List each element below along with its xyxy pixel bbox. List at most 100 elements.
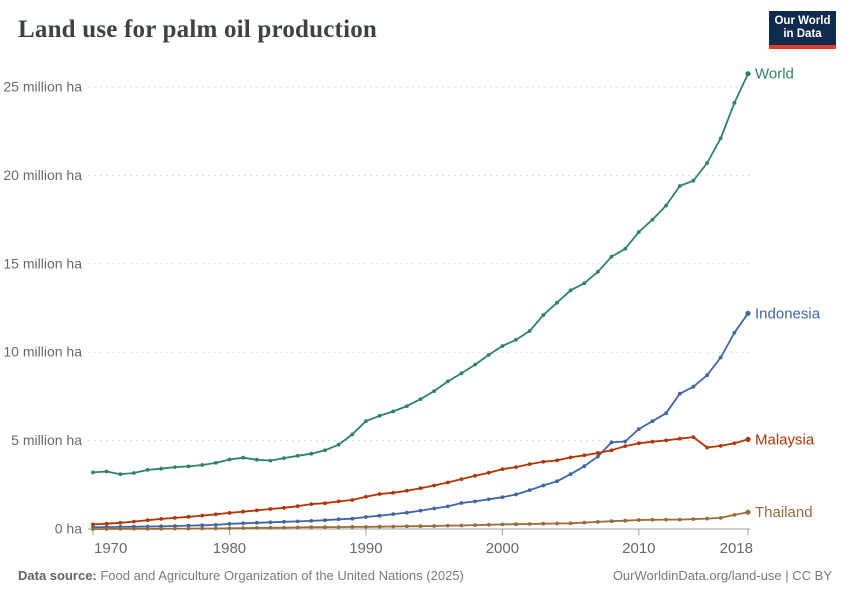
series-point-malaysia-1971: [104, 521, 109, 526]
series-point-indonesia-2004: [555, 479, 559, 484]
series-point-indonesia-1989: [350, 516, 355, 521]
series-point-malaysia-2005: [568, 455, 573, 460]
series-point-malaysia-2000: [500, 467, 505, 472]
series-point-world-1981: [241, 455, 246, 460]
series-point-world-1994: [418, 397, 423, 401]
series-point-malaysia-1992: [391, 490, 396, 495]
series-point-malaysia-2004: [555, 458, 559, 463]
series-point-thailand-2015: [705, 516, 709, 521]
series-point-world-1974: [145, 468, 150, 472]
series-point-malaysia-1970: [91, 522, 95, 527]
series-point-world-1983: [268, 458, 273, 463]
series-point-thailand-1987: [323, 525, 327, 530]
footer-links: OurWorldinData.org/land-use | CC BY: [613, 568, 832, 583]
series-point-indonesia-2008: [609, 440, 614, 445]
series-point-indonesia-1997: [459, 501, 464, 505]
series-point-malaysia-2003: [541, 459, 546, 464]
x-tick-label-2018: 2018: [720, 540, 753, 557]
series-point-thailand-1975: [159, 526, 164, 531]
series-point-malaysia-2006: [582, 453, 587, 458]
series-line-world[interactable]: [92, 72, 749, 476]
series-point-world-1996: [445, 379, 450, 384]
series-point-thailand-1972: [118, 526, 123, 531]
series-label-malaysia[interactable]: Malaysia: [755, 431, 815, 448]
series-point-thailand-1976: [173, 526, 177, 531]
series-point-thailand-2006: [582, 520, 587, 525]
series-point-thailand-1993: [405, 524, 409, 529]
series-point-thailand-1983: [268, 525, 273, 530]
series-point-indonesia-1979: [213, 523, 218, 527]
owid-logo[interactable]: Our World in Data: [769, 11, 836, 49]
series-point-thailand-1992: [391, 524, 396, 529]
series-point-malaysia-2017: [732, 441, 737, 446]
series-point-indonesia-2017: [732, 330, 737, 335]
series-point-malaysia-1988: [336, 499, 341, 504]
series-point-malaysia-2013: [677, 436, 682, 441]
series-point-indonesia-2001: [514, 492, 518, 497]
series-point-world-2016: [718, 136, 723, 141]
owid-url-link[interactable]: OurWorldinData.org/land-use: [612, 568, 782, 583]
series-point-thailand-2018: [745, 509, 751, 515]
series-point-thailand-1997: [459, 523, 464, 528]
series-point-world-2002: [527, 329, 532, 333]
series-point-indonesia-1988: [336, 517, 341, 522]
x-tick-label-2010: 2010: [622, 540, 655, 557]
page-title: Land use for palm oil production: [18, 16, 378, 43]
series-point-malaysia-1973: [132, 519, 136, 524]
series-point-indonesia-2015: [705, 373, 709, 378]
series-point-thailand-1995: [432, 524, 436, 528]
series-point-world-1986: [309, 451, 314, 456]
series-point-malaysia-1981: [241, 509, 246, 514]
series-point-indonesia-2009: [623, 439, 628, 444]
series-point-malaysia-1991: [377, 492, 382, 496]
series-point-thailand-1977: [186, 526, 191, 531]
series-point-world-2004: [555, 300, 559, 305]
series-point-world-2007: [596, 269, 600, 274]
series-point-world-1971: [104, 469, 109, 474]
series-point-thailand-1982: [254, 526, 259, 530]
x-tick-label-2000: 2000: [486, 540, 519, 557]
series-point-world-2015: [705, 161, 709, 165]
series-point-indonesia-2003: [541, 483, 546, 488]
data-source-label: Data source:: [18, 568, 97, 583]
series-label-thailand[interactable]: Thailand: [755, 504, 813, 521]
chart-footer: Data source: Food and Agriculture Organi…: [18, 568, 832, 583]
series-point-malaysia-1989: [350, 498, 355, 502]
license-label: CC BY: [792, 568, 832, 583]
series-point-world-1992: [391, 409, 396, 414]
series-point-malaysia-1999: [486, 470, 491, 475]
series-point-malaysia-1980: [227, 511, 232, 515]
series-point-indonesia-1994: [418, 508, 423, 513]
series-line-indonesia[interactable]: [92, 312, 749, 529]
series-point-world-1975: [159, 466, 164, 471]
series-point-world-1989: [350, 432, 355, 437]
series-point-malaysia-1977: [186, 514, 191, 519]
series-point-world-2008: [609, 254, 614, 259]
series-point-indonesia-2011: [650, 419, 655, 424]
series-point-thailand-1989: [350, 525, 355, 529]
series-point-world-2010: [636, 230, 641, 234]
series-point-world-1998: [473, 362, 477, 367]
series-point-malaysia-2009: [623, 444, 628, 448]
series-point-thailand-2014: [691, 517, 696, 521]
series-point-indonesia-2000: [500, 495, 505, 500]
series-point-thailand-2007: [596, 520, 600, 524]
series-point-malaysia-1990: [364, 494, 368, 499]
series-point-indonesia-1982: [254, 520, 259, 525]
series-point-indonesia-1986: [309, 519, 314, 523]
series-point-indonesia-2012: [664, 411, 668, 416]
series-label-indonesia[interactable]: Indonesia: [755, 305, 821, 322]
series-point-world-1982: [254, 457, 259, 462]
y-tick-label-25: 25 million ha: [3, 79, 82, 95]
series-point-indonesia-2007: [596, 454, 600, 459]
series-point-malaysia-1978: [200, 513, 205, 518]
series-point-malaysia-1975: [159, 517, 164, 521]
series-point-world-1984: [282, 456, 286, 460]
series-point-indonesia-1980: [227, 522, 232, 526]
series-point-malaysia-1994: [418, 486, 423, 491]
series-point-world-1995: [432, 389, 436, 393]
series-point-thailand-1974: [145, 526, 150, 531]
series-point-world-1987: [323, 448, 327, 453]
series-label-world[interactable]: World: [755, 66, 794, 83]
